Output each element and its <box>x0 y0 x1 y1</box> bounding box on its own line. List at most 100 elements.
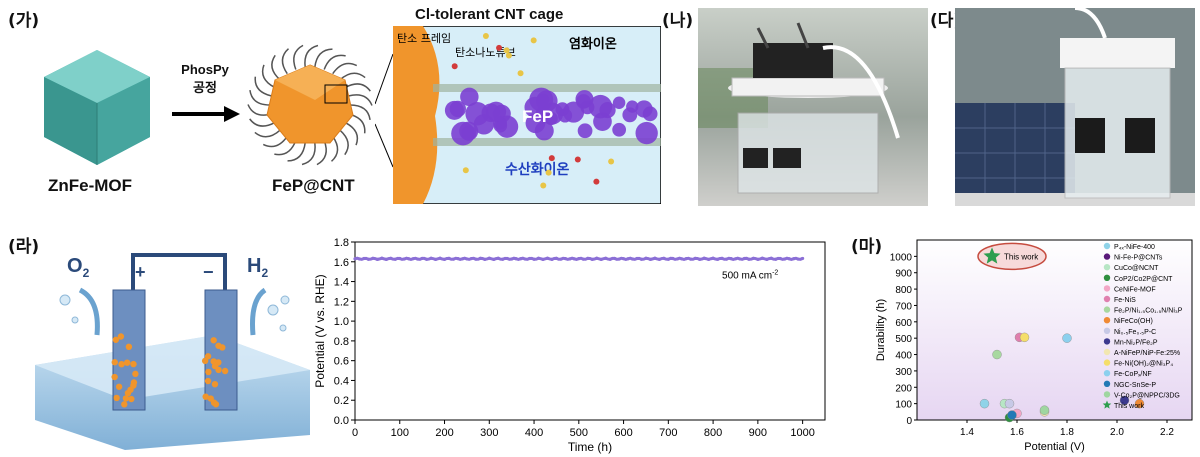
mof-crystal-illustration <box>44 50 150 165</box>
product-label: FeP@CNT <box>272 176 355 195</box>
stability-data-point <box>411 257 415 261</box>
stability-data-point <box>671 256 675 261</box>
scatter-point <box>1039 405 1050 415</box>
stability-data-point <box>442 257 447 261</box>
stability-data-point <box>613 256 617 261</box>
stability-xlabel: Time (h) <box>568 440 612 454</box>
stability-data-point <box>447 256 451 260</box>
y-tick-label: 800 <box>895 285 912 296</box>
scatter-point <box>1019 332 1030 343</box>
legend-entry: V-Co₂P@NPPC/3DG <box>1114 392 1180 399</box>
electrolysis-cell-schematic: O2 H2 + − <box>35 253 310 450</box>
cnt-cage-schematic: FeP 탄소 프레임 탄소나노튜브 염화이온 수산화이온 <box>393 26 661 204</box>
stability-data-point <box>720 256 724 260</box>
stability-data-point <box>792 257 796 261</box>
y-tick-label: 900 <box>895 269 912 280</box>
y-tick-label: 0.0 <box>334 415 349 427</box>
stability-data-point <box>662 256 666 260</box>
stability-data-point <box>505 256 509 261</box>
stability-data-point <box>751 256 755 260</box>
y-tick-label: 0.4 <box>334 375 349 387</box>
panel-label-d: (라) <box>8 237 40 257</box>
stability-data-point <box>429 256 433 260</box>
process-label: PhosPy 공정 <box>181 62 229 96</box>
stability-data-point <box>523 257 527 261</box>
stability-data-point <box>778 256 782 261</box>
chloride-label: 염화이온 <box>569 36 617 52</box>
stability-data-point <box>353 257 357 261</box>
x-tick-label: 300 <box>480 427 498 439</box>
stability-data-point <box>451 257 456 261</box>
stability-data-point <box>554 256 559 260</box>
process-arrow <box>172 106 240 122</box>
legend-swatch <box>1103 359 1111 366</box>
y-tick-label: 200 <box>895 383 912 394</box>
stability-data-point <box>362 256 366 261</box>
stability-data-point <box>514 257 518 261</box>
legend-swatch <box>1103 285 1111 292</box>
stability-data-point <box>465 257 469 261</box>
scatter-point <box>1134 398 1145 409</box>
this-work-star <box>983 247 1001 264</box>
stability-data-point <box>604 256 608 260</box>
legend-swatch <box>1103 348 1111 356</box>
o2-label: O2 <box>67 255 90 280</box>
stability-data-point <box>774 257 778 261</box>
stability-data-point <box>635 256 639 261</box>
stability-data-point <box>577 257 581 261</box>
h2-label: H2 <box>247 255 268 280</box>
legend-swatch <box>1103 242 1111 250</box>
stability-data-point <box>801 256 805 261</box>
stability-data-point <box>796 257 800 261</box>
stability-chart: 0.0 0.2 0.4 0.6 0.8 1.0 1.2 1.4 1.6 1.8 0 100 200 30… <box>313 237 826 454</box>
stability-data-point <box>474 257 478 261</box>
stability-data-point <box>595 256 599 260</box>
stability-data-point <box>519 257 523 261</box>
stability-data-point <box>492 257 496 261</box>
y-tick-label: 500 <box>895 334 912 345</box>
stability-data-point <box>550 257 554 261</box>
stability-data-point <box>698 257 702 261</box>
legend-swatch <box>1103 274 1111 281</box>
stability-data-point <box>407 257 411 261</box>
x-tick-label: 1.6 <box>1010 427 1024 438</box>
panel-label-b: (나) <box>662 11 694 31</box>
legend-entry: Fe-Ni(OH)₂@Ni₃P₄ <box>1114 361 1173 368</box>
panel-label-a: (가) <box>8 11 40 31</box>
stability-data-point <box>510 257 514 261</box>
stability-data-point <box>389 256 393 260</box>
scatter-point <box>1007 410 1017 420</box>
x-tick-label: 100 <box>391 427 409 439</box>
stability-data-point <box>783 257 787 261</box>
y-tick-label: 0.2 <box>334 395 349 407</box>
stability-data-point <box>541 257 545 261</box>
stability-data-point <box>742 256 747 261</box>
fep-label: FeP <box>522 107 553 126</box>
this-work-callout: This work <box>1004 252 1039 261</box>
legend-entry: Mn-Ni₂P/Fe₂P <box>1114 339 1158 346</box>
x-tick-label: 1.4 <box>960 427 974 438</box>
y-tick-label: 300 <box>895 367 912 378</box>
stability-data-point <box>366 257 371 261</box>
legend-swatch <box>1103 317 1111 324</box>
stability-data-point <box>630 257 635 261</box>
stability-data-point <box>599 257 603 262</box>
legend-swatch <box>1103 306 1111 313</box>
legend-entry: CuCo@NCNT <box>1114 265 1159 272</box>
x-tick-label: 1.8 <box>1060 427 1074 438</box>
stability-data-point <box>563 256 567 261</box>
legend-swatch <box>1103 370 1111 377</box>
legend-entry: CeNiFe-MOF <box>1114 286 1156 293</box>
stability-data-point <box>617 257 621 261</box>
stability-data-point <box>536 256 541 260</box>
zoom-lines <box>375 53 394 168</box>
stability-data-point <box>532 257 536 261</box>
y-tick-label: 1.6 <box>334 257 349 269</box>
legend-entry: P₄ₓ-NiFe-400 <box>1114 244 1155 251</box>
y-tick-label: 700 <box>895 301 912 312</box>
anode-plus: + <box>135 262 146 282</box>
fep-cnt-particle-illustration <box>247 44 373 166</box>
stability-data-point <box>416 257 420 261</box>
legend-entry: Fe-NiS <box>1114 297 1136 304</box>
stability-data-point <box>393 257 397 261</box>
